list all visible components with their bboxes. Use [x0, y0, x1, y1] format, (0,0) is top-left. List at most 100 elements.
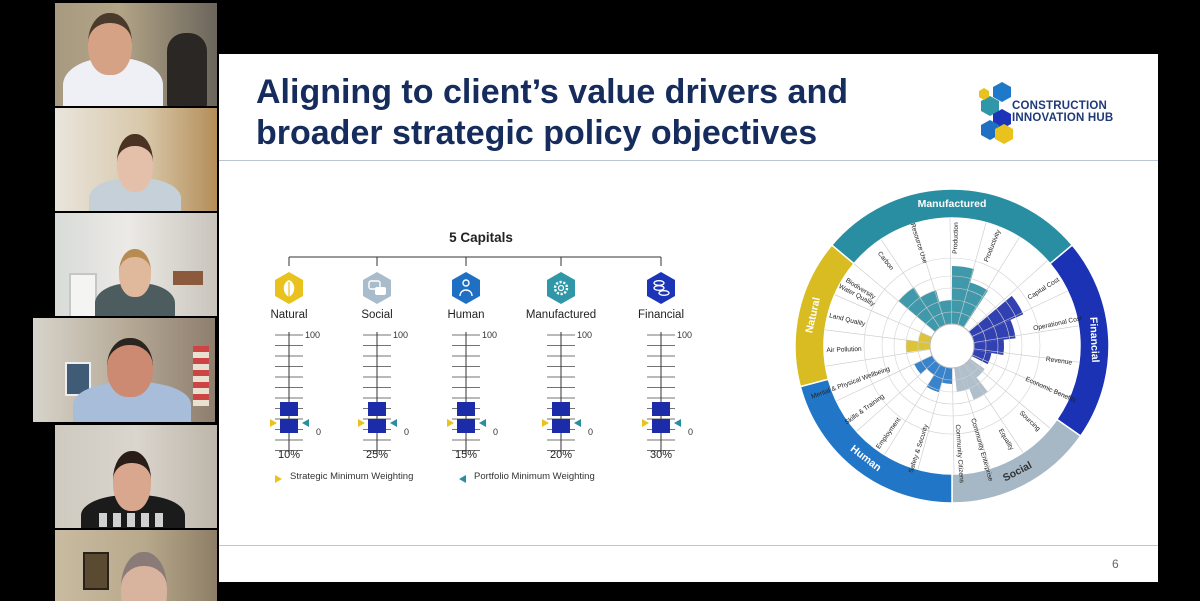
coat-hanger: [167, 33, 207, 106]
footer-divider: [219, 545, 1158, 546]
capitals-wheel-chart: ManufacturedFinancialSocialHumanNaturalC…: [794, 188, 1110, 504]
capitals-bracket: [288, 256, 662, 266]
radial-bar: [926, 360, 941, 375]
strategic-marker-icon: [542, 419, 549, 427]
radial-bar: [920, 290, 946, 328]
wheel-grid: [824, 218, 1080, 474]
capital-name: Financial: [638, 309, 684, 321]
sector-label: Manufactured: [918, 198, 987, 210]
scale-min-label: 0: [404, 427, 409, 437]
title-divider: [219, 160, 1158, 161]
capitals-heading: 5 Capitals: [449, 230, 513, 245]
capital-scale: [275, 332, 303, 454]
wheel-center: [929, 323, 975, 369]
capital-scale: [547, 332, 575, 454]
scale-max-label: 100: [577, 330, 592, 340]
picture-frame: [83, 552, 109, 590]
leaf-icon: [275, 272, 303, 304]
shelf-items: [193, 346, 209, 406]
legend-portfolio-label: Portfolio Minimum Weighting: [474, 471, 595, 482]
capital-percent: 10%: [278, 449, 300, 461]
participant-face: [117, 134, 153, 192]
scale-max-label: 100: [393, 330, 408, 340]
strategic-marker-icon: [358, 419, 365, 427]
portfolio-marker-icon: [302, 419, 309, 427]
radial-bar: [971, 349, 992, 365]
participant-video-tile[interactable]: [55, 108, 217, 211]
legend-strategic-label: Strategic Minimum Weighting: [290, 471, 413, 482]
hexagon-cluster-icon: [979, 82, 1013, 144]
capital-scale: [452, 332, 480, 454]
capitals-columns: Natural100010%Social100025%Human100015%M…: [270, 272, 693, 461]
radial-bar: [914, 355, 936, 375]
slide-title-line-2: broader strategic policy objectives: [256, 114, 818, 152]
page-number: 6: [1112, 557, 1119, 571]
capital-percent: 15%: [455, 449, 477, 461]
person-icon: [452, 272, 480, 304]
capital-name: Social: [361, 309, 392, 321]
capital-scale: [647, 332, 675, 454]
participant-video-tile[interactable]: [55, 425, 217, 528]
portfolio-marker-icon: [674, 419, 681, 427]
coins-icon: [647, 272, 675, 304]
radial-bar: [918, 332, 932, 343]
portfolio-marker-icon: [390, 419, 397, 427]
radial-bar: [952, 266, 975, 325]
shared-slide: Aligning to client’s value drivers and b…: [219, 54, 1158, 582]
capital-column-human: Human 100 0 15%: [447, 272, 498, 461]
weighting-box: [368, 402, 386, 433]
sector-label: Financial: [1087, 317, 1101, 363]
participant-face: [119, 249, 151, 297]
participant-face: [88, 13, 132, 75]
capital-percent: 20%: [550, 449, 572, 461]
portfolio-marker-icon: [459, 475, 466, 483]
radial-bar: [965, 358, 985, 378]
sub-label-air-pollution: Air Pollution: [826, 346, 862, 354]
scale-max-label: 100: [305, 330, 320, 340]
weighting-box: [652, 402, 670, 433]
participant-video-tile-active-speaker[interactable]: [33, 318, 215, 422]
wall-shelf: [69, 273, 97, 316]
logo-wordmark: CONSTRUCTION INNOVATION HUB: [1012, 100, 1113, 124]
strategic-marker-icon: [275, 475, 282, 483]
sub-label-production: Production: [952, 222, 960, 254]
participant-face: [107, 338, 153, 397]
weighting-box: [552, 402, 570, 433]
capital-percent: 30%: [650, 449, 672, 461]
strategic-marker-icon: [270, 419, 277, 427]
scale-min-label: 0: [316, 427, 321, 437]
floral-pattern: [99, 513, 169, 527]
slide-title: Aligning to client’s value drivers and b…: [256, 72, 848, 154]
capital-name: Manufactured: [526, 309, 596, 321]
construction-innovation-hub-logo: [979, 82, 1013, 144]
portfolio-marker-icon: [479, 419, 486, 427]
weighting-box: [457, 402, 475, 433]
scale-max-label: 100: [677, 330, 692, 340]
capital-column-natural: Natural 100 0 10%: [270, 272, 321, 461]
radial-bar: [973, 339, 1004, 356]
participant-video-tile[interactable]: [55, 530, 217, 601]
strategic-marker-icon: [447, 419, 454, 427]
participant-face: [121, 552, 167, 601]
participant-video-tile[interactable]: [55, 3, 217, 106]
participant-video-tile[interactable]: [55, 213, 217, 316]
speech-bubbles-icon: [363, 272, 391, 304]
wheel-inner-ring: [824, 218, 1080, 474]
capital-name: Natural: [270, 309, 307, 321]
slide-title-line-1: Aligning to client’s value drivers and: [256, 73, 848, 111]
capital-column-financial: Financial 100 0 30%: [638, 272, 693, 461]
capitals-legend: Strategic Minimum Weighting Portfolio Mi…: [275, 471, 595, 483]
portfolio-marker-icon: [574, 419, 581, 427]
radial-bar: [954, 366, 970, 392]
scale-min-label: 0: [493, 427, 498, 437]
strategic-marker-icon: [642, 419, 649, 427]
capital-percent: 25%: [366, 449, 388, 461]
scale-max-label: 100: [482, 330, 497, 340]
scale-min-label: 0: [688, 427, 693, 437]
capital-name: Human: [447, 309, 484, 321]
wheel-outer-ring: [794, 188, 1110, 504]
sub-label-community-citizens: Community Citizens: [954, 424, 965, 484]
five-capitals-diagram: 5 Capitals Natural100010%Social100025%Hu…: [270, 230, 693, 483]
scale-min-label: 0: [588, 427, 593, 437]
